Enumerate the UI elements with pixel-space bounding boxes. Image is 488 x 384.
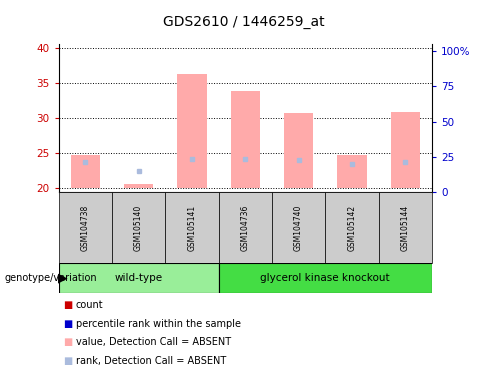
Bar: [219, 192, 272, 263]
Text: value, Detection Call = ABSENT: value, Detection Call = ABSENT: [76, 337, 231, 347]
Text: rank, Detection Call = ABSENT: rank, Detection Call = ABSENT: [76, 356, 226, 366]
Bar: [112, 192, 165, 263]
Bar: [177, 74, 206, 189]
Text: genotype/variation: genotype/variation: [5, 273, 98, 283]
Text: GSM104738: GSM104738: [81, 204, 90, 251]
Text: GSM105144: GSM105144: [401, 204, 410, 251]
Text: GDS2610 / 1446259_at: GDS2610 / 1446259_at: [163, 15, 325, 29]
Bar: [71, 155, 100, 189]
Bar: [390, 112, 420, 189]
Text: GSM105142: GSM105142: [347, 204, 356, 251]
Text: ■: ■: [63, 356, 73, 366]
Text: GSM104740: GSM104740: [294, 204, 303, 251]
Text: count: count: [76, 300, 103, 310]
Bar: [272, 192, 325, 263]
Bar: [337, 155, 366, 189]
Bar: [379, 192, 432, 263]
Text: GSM105140: GSM105140: [134, 204, 143, 251]
Bar: [325, 192, 379, 263]
Bar: [59, 263, 219, 293]
Text: ▶: ▶: [58, 272, 67, 285]
Text: wild-type: wild-type: [115, 273, 163, 283]
Text: ■: ■: [63, 300, 73, 310]
Bar: [124, 184, 153, 189]
Bar: [230, 91, 260, 189]
Text: GSM104736: GSM104736: [241, 204, 250, 251]
Text: glycerol kinase knockout: glycerol kinase knockout: [261, 273, 390, 283]
Bar: [165, 192, 219, 263]
Text: GSM105141: GSM105141: [187, 204, 196, 251]
Bar: [219, 263, 432, 293]
Text: ■: ■: [63, 337, 73, 347]
Bar: [284, 113, 313, 189]
Text: percentile rank within the sample: percentile rank within the sample: [76, 319, 241, 329]
Bar: [59, 192, 112, 263]
Text: ■: ■: [63, 319, 73, 329]
